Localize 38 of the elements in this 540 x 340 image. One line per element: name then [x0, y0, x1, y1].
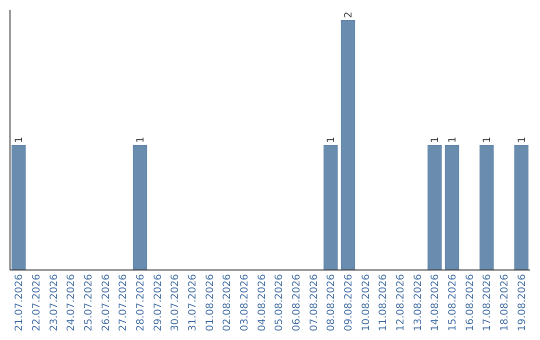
data-label: 1: [326, 136, 338, 143]
x-tick-label: 02.08.2026: [222, 274, 234, 332]
x-tick-label: 09.08.2026: [344, 274, 354, 332]
data-label: 1: [430, 136, 442, 143]
x-tick-label: 25.07.2026: [84, 274, 94, 332]
x-tick-label: 03.08.2026: [240, 274, 250, 332]
x-tick-label: 05.08.2026: [274, 274, 286, 332]
x-tick-label: 12.08.2026: [396, 274, 406, 332]
x-tick-label: 23.07.2026: [48, 274, 60, 332]
x-tick-label: 27.07.2026: [118, 274, 130, 332]
x-tick-label: 13.08.2026: [412, 274, 424, 332]
x-tick-label: 15.08.2026: [448, 274, 458, 332]
x-tick-label: 14.08.2026: [430, 274, 442, 332]
x-tick-label: 30.07.2026: [170, 274, 182, 332]
x-tick-label: 17.08.2026: [482, 274, 494, 332]
data-label: 2: [344, 12, 354, 18]
x-tick-label: 04.08.2026: [256, 274, 268, 332]
data-label: 1: [14, 136, 26, 143]
x-tick-label: 28.07.2026: [136, 274, 146, 332]
data-label: 1: [482, 136, 494, 143]
x-tick-label: 18.08.2026: [500, 274, 510, 332]
x-tick-label: 08.08.2026: [326, 274, 338, 332]
data-label: 1: [516, 136, 528, 143]
x-tick-label: 10.08.2026: [360, 274, 372, 332]
x-tick-label: 21.07.2026: [14, 274, 26, 332]
data-label: 1: [136, 136, 146, 143]
x-tick-label: 16.08.2026: [464, 274, 476, 332]
x-tick-label: 26.07.2026: [100, 274, 112, 332]
x-tick-label: 11.08.2026: [378, 274, 390, 332]
x-tick-label: 29.07.2026: [152, 274, 164, 332]
x-tick-label: 06.08.2026: [292, 274, 302, 332]
x-tick-label: 19.08.2026: [516, 274, 528, 332]
x-tick-label: 01.08.2026: [204, 274, 216, 332]
data-label: 1: [448, 136, 458, 143]
x-tick-label: 22.07.2026: [32, 274, 42, 332]
x-tick-label: 07.08.2026: [308, 274, 320, 332]
x-tick-label: 31.07.2026: [188, 274, 198, 332]
x-tick-label: 24.07.2026: [66, 274, 78, 332]
